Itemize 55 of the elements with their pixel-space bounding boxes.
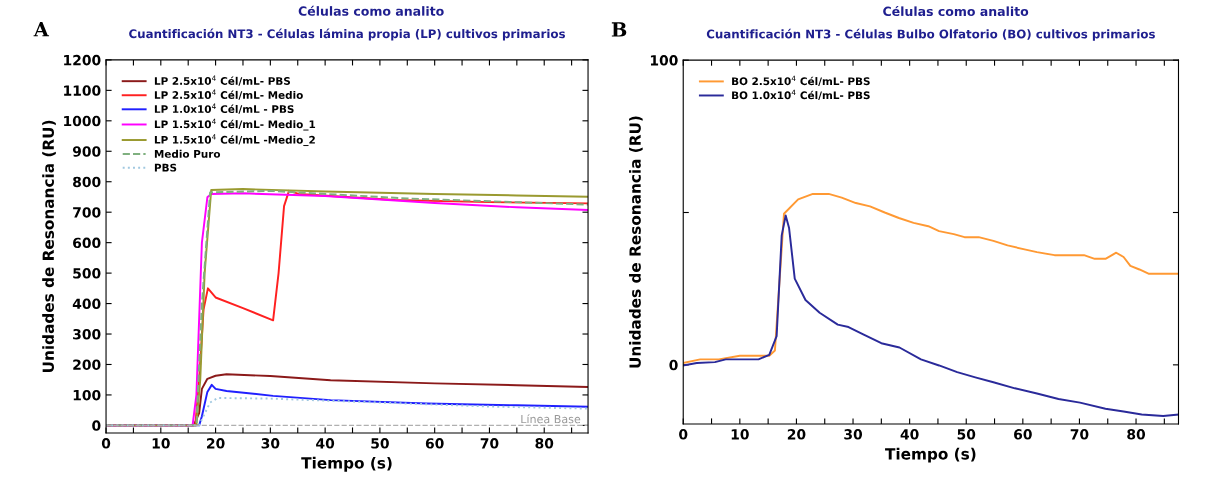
y-tick-label: 100 (73, 389, 101, 401)
x-tick-label: 50 (371, 438, 389, 449)
x-tick-label: 20 (207, 438, 225, 449)
y-tick-label: 400 (72, 298, 101, 310)
x-tick-label: 0 (101, 438, 111, 449)
x-tick-label: 30 (844, 429, 863, 440)
chart-title: Células como analito (883, 5, 1029, 17)
y-tick-label: 600 (73, 237, 101, 249)
y-tick-label: 700 (73, 207, 101, 218)
x-tick-label: 80 (535, 438, 554, 449)
x-tick-label: 20 (787, 429, 806, 440)
text: B (611, 22, 627, 37)
legend-label: LP 2.5x10$^{4}$ Cél/mL- PBS (154, 75, 291, 86)
legend-label: LP 1.5x10$^{4}$ Cél/mL- Medio_1 (154, 118, 316, 131)
y-axis-title: Unidades de Resonancia (RU) (42, 120, 56, 373)
x-tick-label: 10 (152, 438, 170, 449)
text: A (33, 22, 50, 37)
x-tick-label: 80 (1127, 429, 1146, 440)
line-series (683, 192, 1179, 364)
chart-title: Células como analito (298, 5, 444, 16)
legend-label: BO 2.5x10$^{4}$ Cél/mL- PBS (732, 75, 870, 86)
x-tick-label: 70 (480, 438, 499, 449)
x-tick-label: 10 (731, 429, 749, 440)
legend-label: Medio Puro (154, 149, 221, 158)
y-tick-label: 300 (73, 328, 101, 340)
y-axis-title: Unidades de Resonancia (RU) (629, 116, 643, 368)
y-tick-label: 200 (73, 359, 101, 370)
line-series (106, 397, 589, 427)
y-tick-label: 1200 (64, 54, 101, 66)
chart-subtitle: Cuantificación NT3 - Células lámina propia (LP) cultivos primarios (129, 28, 565, 41)
legend-label: LP 2.5x10$^{4}$ Cél/mL- Medio (154, 89, 303, 100)
x-tick-label: 30 (261, 438, 280, 449)
chart-subtitle: Cuantificación NT3 - Células Bulbo Olfatorio (BO) cultivos primarios (706, 28, 1155, 41)
y-tick-label: 1000 (64, 115, 101, 127)
y-tick-label: 900 (72, 146, 101, 157)
x-tick-label: 50 (957, 429, 976, 440)
legend-label: LP 1.0x10$^{4}$ Cél/mL - PBS (154, 103, 294, 114)
ref-line-label: Línea Base (521, 414, 581, 424)
x-tick-label: 0 (679, 429, 688, 440)
legend-label: LP 1.5x10$^{4}$ Cél/mL -Medio_2 (154, 134, 315, 147)
y-tick-label: 0 (92, 420, 101, 431)
x-tick-label: 40 (900, 429, 919, 440)
y-tick-label: 1100 (64, 85, 101, 96)
x-axis-title: Tiempo (s) (885, 447, 976, 463)
y-tick-label: 500 (73, 268, 101, 279)
y-tick-label: 800 (73, 176, 101, 188)
x-tick-label: 60 (425, 438, 444, 449)
x-tick-label: 40 (316, 438, 335, 449)
x-tick-label: 70 (1070, 429, 1089, 440)
y-tick-label: 100 (650, 55, 678, 66)
legend-label: BO 1.0x10$^{4}$ Cél/mL- PBS (732, 89, 870, 101)
line-series (683, 214, 1179, 418)
x-tick-label: 60 (1014, 429, 1032, 440)
x-axis-title: Tiempo (s) (301, 456, 392, 472)
legend-label: PBS (154, 163, 177, 172)
